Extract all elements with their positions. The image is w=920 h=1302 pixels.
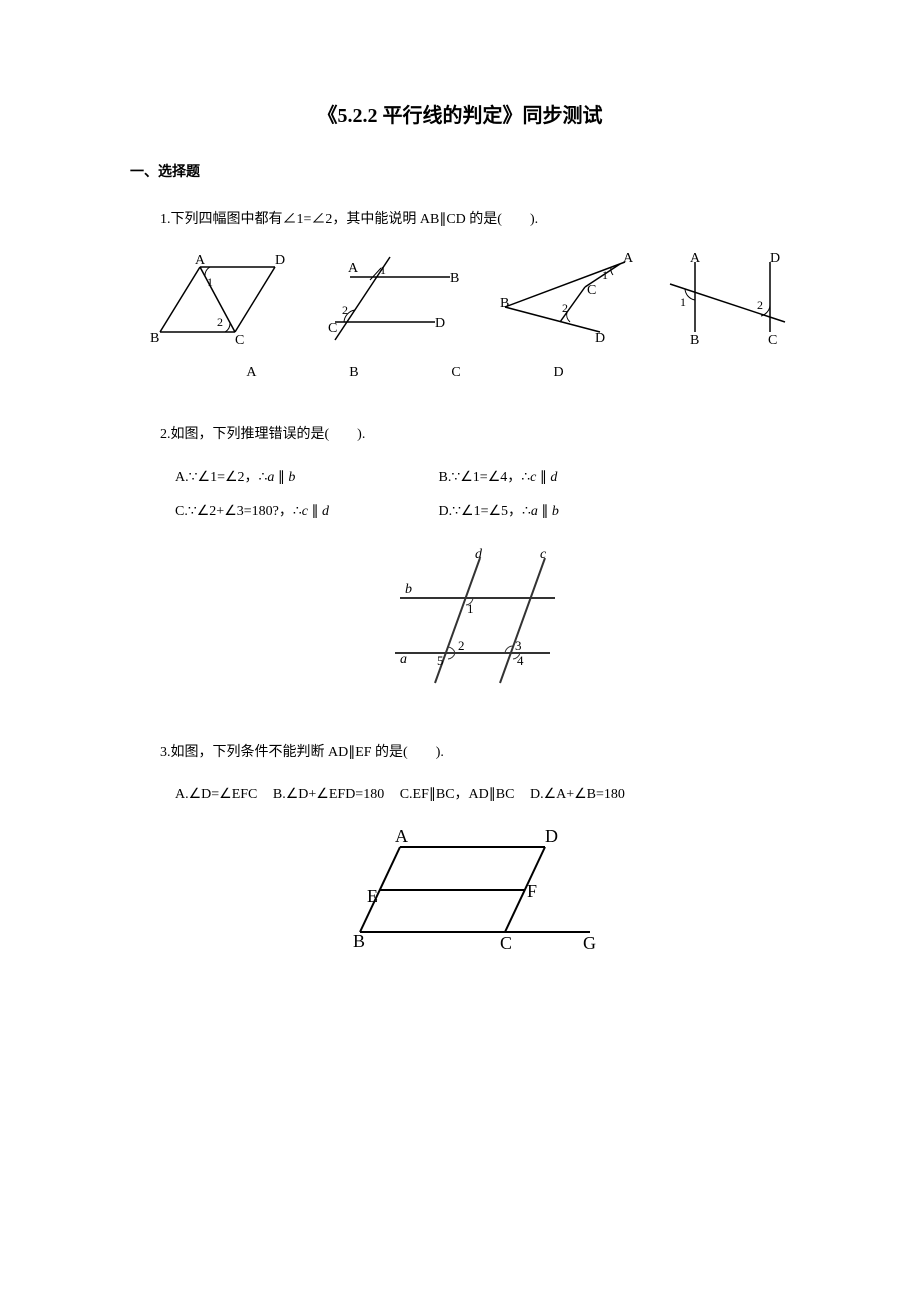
svg-text:A: A xyxy=(348,261,359,276)
q2-text: 2.如图，下列推理错误的是( ). xyxy=(160,424,790,446)
q1-label-b: B xyxy=(349,362,358,384)
q1-labels: A B C D xyxy=(200,362,610,384)
question-1: 1.下列四幅图中都有∠1=∠2，其中能说明 AB∥CD 的是( ). 1 2 A… xyxy=(160,209,790,384)
svg-text:2: 2 xyxy=(562,301,568,315)
svg-text:d: d xyxy=(475,547,483,562)
q2-optB-pre: B.∵∠1=∠4，∴ xyxy=(439,470,531,485)
q2-optC-d: d xyxy=(322,504,329,519)
svg-text:D: D xyxy=(595,331,605,346)
svg-text:1: 1 xyxy=(207,275,213,289)
svg-text:A: A xyxy=(395,827,408,846)
q2-optB-d: d xyxy=(550,470,557,485)
svg-text:F: F xyxy=(527,881,537,901)
svg-text:1: 1 xyxy=(602,268,608,282)
svg-text:A: A xyxy=(690,252,701,266)
svg-text:c: c xyxy=(540,547,547,562)
svg-text:C: C xyxy=(235,333,244,347)
q1-figure-b: 1 2 A B C D xyxy=(320,252,470,347)
q3-figure: A D E F B C G xyxy=(160,827,790,965)
svg-text:C: C xyxy=(328,321,337,336)
q1-label-a: A xyxy=(246,362,256,384)
q3-optD: D.∠A+∠B=180 xyxy=(530,784,625,806)
q1-figure-d: 1 2 A D B C xyxy=(660,252,790,347)
svg-text:4: 4 xyxy=(517,653,524,668)
q2-optD-pre: D.∵∠1=∠5，∴ xyxy=(439,504,531,519)
q2-optD-par: ∥ xyxy=(538,504,552,519)
svg-text:1: 1 xyxy=(680,295,686,309)
section-heading: 一、选择题 xyxy=(130,162,790,184)
svg-text:2: 2 xyxy=(757,298,763,312)
svg-text:3: 3 xyxy=(515,638,522,653)
svg-text:D: D xyxy=(770,252,780,266)
q2-optA-b: b xyxy=(288,470,295,485)
svg-text:1: 1 xyxy=(380,263,386,277)
svg-text:G: G xyxy=(583,933,596,953)
svg-text:2: 2 xyxy=(342,303,348,317)
q2-figure: 1 2 3 4 5 b a d c xyxy=(160,543,790,711)
q2-options-line1: A.∵∠1=∠2，∴a ∥ b B.∵∠1=∠4，∴c ∥ d xyxy=(175,467,790,489)
svg-text:b: b xyxy=(405,582,412,597)
q2-optA-par: ∥ xyxy=(274,470,288,485)
svg-text:A: A xyxy=(195,253,206,268)
q2-optC-pre: C.∵∠2+∠3=180?，∴ xyxy=(175,504,302,519)
svg-text:B: B xyxy=(150,331,159,346)
q2-options-line2: C.∵∠2+∠3=180?，∴c ∥ d D.∵∠1=∠5，∴a ∥ b xyxy=(175,501,790,523)
q3-optA: A.∠D=∠EFC xyxy=(175,784,257,806)
svg-text:B: B xyxy=(450,271,459,286)
svg-text:B: B xyxy=(690,333,699,347)
question-3: 3.如图，下列条件不能判断 AD∥EF 的是( ). A.∠D=∠EFC B.∠… xyxy=(160,742,790,965)
svg-text:D: D xyxy=(545,827,558,846)
q1-label-d: D xyxy=(553,362,563,384)
q2-optA-pre: A.∵∠1=∠2，∴ xyxy=(175,470,267,485)
page-title: 《5.2.2 平行线的判定》同步测试 xyxy=(130,100,790,132)
svg-text:D: D xyxy=(275,253,285,268)
q2-optD-a: a xyxy=(531,504,538,519)
svg-text:5: 5 xyxy=(437,653,444,668)
q1-text: 1.下列四幅图中都有∠1=∠2，其中能说明 AB∥CD 的是( ). xyxy=(160,209,790,231)
svg-text:2: 2 xyxy=(217,315,223,329)
q3-optC: C.EF∥BC，AD∥BC xyxy=(400,784,515,806)
q2-optC-par: ∥ xyxy=(308,504,322,519)
svg-text:C: C xyxy=(768,333,777,347)
svg-text:B: B xyxy=(353,931,365,951)
svg-text:B: B xyxy=(500,296,509,311)
svg-text:E: E xyxy=(367,886,378,906)
svg-text:C: C xyxy=(587,283,596,298)
q3-text: 3.如图，下列条件不能判断 AD∥EF 的是( ). xyxy=(160,742,790,764)
q1-label-c: C xyxy=(451,362,460,384)
q3-optB: B.∠D+∠EFD=180 xyxy=(273,784,384,806)
q1-figure-c: 1 2 A B C D xyxy=(490,252,640,347)
q1-figure-a: 1 2 A D B C xyxy=(150,252,300,347)
q3-options: A.∠D=∠EFC B.∠D+∠EFD=180 C.EF∥BC，AD∥BC D.… xyxy=(175,784,790,806)
question-2: 2.如图，下列推理错误的是( ). A.∵∠1=∠2，∴a ∥ b B.∵∠1=… xyxy=(160,424,790,712)
q2-optD-b: b xyxy=(552,504,559,519)
svg-text:D: D xyxy=(435,316,445,331)
svg-text:C: C xyxy=(500,933,512,953)
svg-text:a: a xyxy=(400,652,407,667)
q2-optB-par: ∥ xyxy=(536,470,550,485)
svg-text:2: 2 xyxy=(458,638,465,653)
q1-figures: 1 2 A D B C 1 2 A B C D xyxy=(150,252,790,347)
svg-text:A: A xyxy=(623,252,634,266)
